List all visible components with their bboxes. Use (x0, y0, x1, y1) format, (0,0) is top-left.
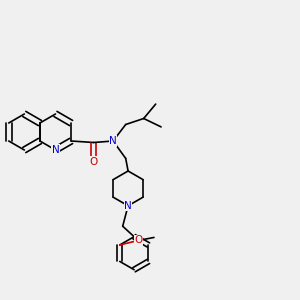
Text: O: O (134, 236, 142, 245)
Text: N: N (52, 145, 59, 155)
Text: N: N (109, 136, 117, 146)
Text: O: O (89, 157, 98, 167)
Text: N: N (124, 201, 132, 211)
